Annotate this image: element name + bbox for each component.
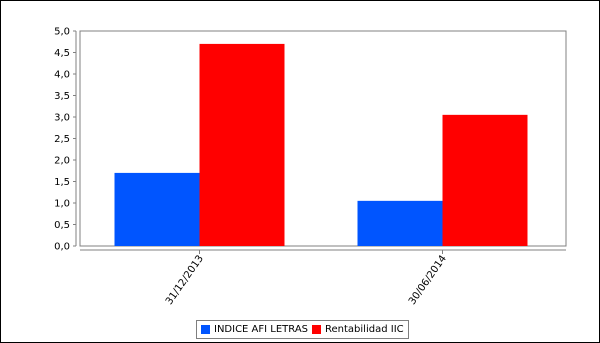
x-category-label: 31/12/2013 [164, 253, 206, 307]
bar-rentabilidad-iic-0 [199, 43, 285, 247]
chart-legend: INDICE AFI LETRAS Rentabilidad IIC [196, 320, 409, 339]
legend-label-indice-afi-letras: INDICE AFI LETRAS [214, 324, 309, 335]
legend-swatch-rentabilidad-iic [312, 325, 322, 334]
y-tick-label: 2,5 [54, 134, 70, 145]
y-tick-label: 1,0 [54, 199, 70, 210]
y-tick-label: 0,5 [54, 220, 70, 231]
y-tick-label: 3,5 [54, 91, 70, 102]
y-tick-label: 2,0 [54, 156, 70, 167]
y-tick-label: 0,0 [54, 242, 70, 253]
legend-label-rentabilidad-iic: Rentabilidad IIC [325, 324, 404, 335]
y-tick-label: 3,0 [54, 113, 70, 124]
x-category-label: 30/06/2014 [407, 253, 449, 307]
bar-indice-afi-letras-1 [357, 200, 443, 246]
bar-indice-afi-letras-0 [114, 172, 200, 246]
bar-rentabilidad-iic-1 [442, 114, 528, 246]
legend-swatch-indice-afi-letras [201, 325, 210, 334]
y-tick-label: 4,5 [54, 48, 70, 59]
y-tick-label: 4,0 [54, 70, 70, 81]
legend-item-indice-afi-letras: INDICE AFI LETRAS [201, 324, 308, 335]
legend-item-rentabilidad-iic: Rentabilidad IIC [312, 324, 404, 335]
y-tick-label: 5,0 [54, 27, 70, 38]
y-tick-label: 1,5 [54, 177, 70, 188]
